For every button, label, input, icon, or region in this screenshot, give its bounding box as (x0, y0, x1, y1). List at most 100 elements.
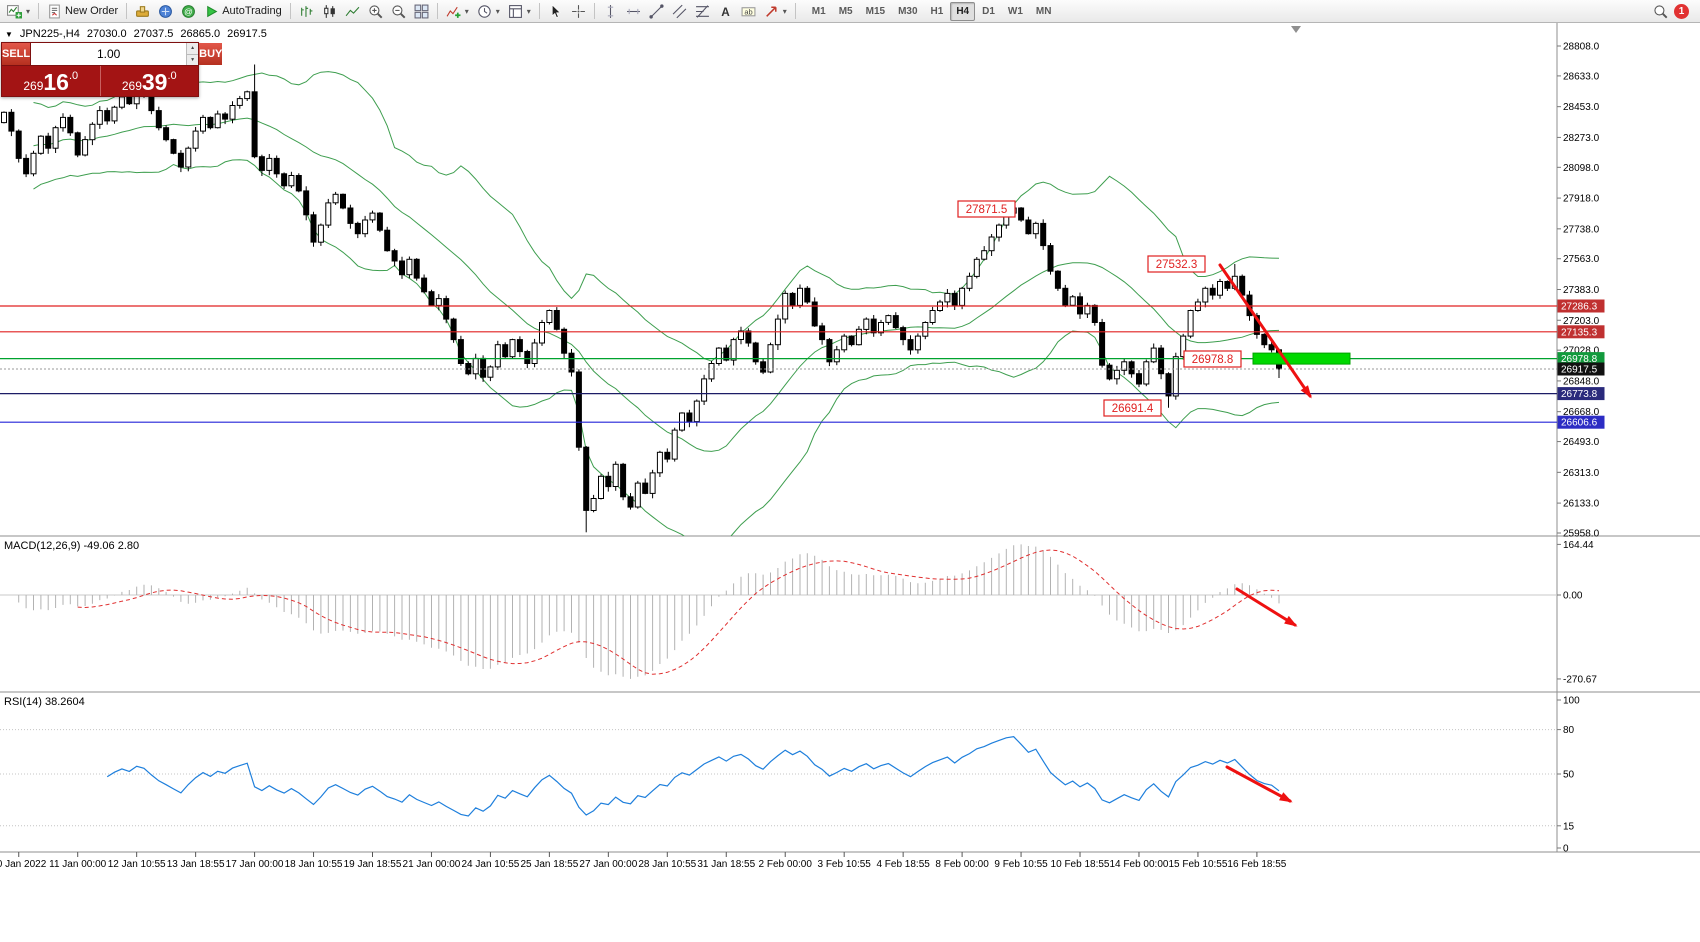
callout-box[interactable] (1147, 255, 1206, 273)
zoom-out-button[interactable] (387, 1, 410, 21)
bar-chart-mode-button[interactable] (295, 1, 318, 21)
candle (1224, 281, 1231, 289)
chart-candle-icon (322, 4, 337, 19)
candle (701, 378, 708, 402)
buy-price-display[interactable]: 269 39 .0 (100, 66, 198, 96)
candle (959, 287, 966, 306)
fibonacci-button[interactable] (691, 1, 714, 21)
templates-button[interactable]: ▾ (504, 1, 535, 21)
cursor-button[interactable] (544, 1, 567, 21)
sell-button[interactable]: SELL (2, 43, 31, 65)
candle (907, 339, 914, 351)
candle (723, 347, 730, 361)
search-button[interactable] (1649, 1, 1672, 21)
timeframe-mn-button[interactable]: MN (1035, 5, 1052, 17)
vertical-line-button[interactable] (599, 1, 622, 21)
candle (384, 229, 391, 252)
candle (612, 463, 619, 487)
red-arrow[interactable] (1218, 263, 1312, 398)
candle (671, 429, 678, 460)
candlestick-mode-button[interactable] (318, 1, 341, 21)
indicators-button[interactable]: ▾ (442, 1, 473, 21)
autotrading-button[interactable]: AutoTrading (200, 1, 286, 21)
red-arrow[interactable] (1235, 587, 1297, 627)
timeframe-m15-button[interactable]: M15 (865, 5, 886, 17)
timeframe-w1-button[interactable]: W1 (1007, 5, 1023, 17)
callout-box[interactable] (957, 200, 1016, 218)
timeframe-m1-button[interactable]: M1 (811, 5, 826, 17)
candle (15, 130, 22, 159)
volume-increase-button[interactable]: ▲ (187, 43, 199, 55)
strategy-tester-button[interactable] (131, 1, 154, 21)
candle (583, 446, 590, 511)
time-axis-label: 25 Jan 18:55 (520, 859, 578, 870)
candle (870, 318, 877, 334)
notification-badge[interactable]: 1 (1674, 3, 1689, 19)
candle (598, 475, 604, 499)
candle (575, 371, 582, 448)
time-axis-label: 2 Feb 00:00 (759, 859, 813, 870)
new-order-button[interactable]: New Order (43, 1, 122, 21)
candle (797, 287, 803, 306)
line-chart-mode-button[interactable] (341, 1, 364, 21)
trendline-button[interactable] (645, 1, 668, 21)
autotrading-icon (204, 4, 219, 19)
oneclick-collapse-icon[interactable]: ▼ (5, 29, 13, 39)
new-chart-button[interactable]: ▾ (3, 1, 34, 21)
callout-text: 27532.3 (1156, 259, 1198, 271)
price-axis-label: 26313.0 (1563, 468, 1600, 479)
candle (1143, 361, 1150, 385)
price-chart-canvas[interactable]: 28808.0 28633.0 28453.0 28273.0 28098.0 27918… (0, 23, 1700, 942)
terminal-button[interactable] (154, 1, 177, 21)
rsi-line (106, 736, 1280, 817)
candle (8, 111, 15, 132)
periods-button[interactable]: ▾ (473, 1, 504, 21)
candle (266, 157, 273, 171)
callout-box[interactable] (1103, 399, 1162, 417)
buy-price-decimal: .0 (167, 70, 177, 82)
candle (878, 322, 884, 334)
candle (1106, 364, 1113, 380)
callout-box[interactable] (1183, 350, 1242, 368)
text-button[interactable]: A (714, 1, 737, 21)
timeframe-m30-button[interactable]: M30 (898, 5, 918, 17)
zoom-in-button[interactable] (364, 1, 387, 21)
sell-price-prefix: 269 (23, 79, 44, 93)
equidistant-channel-button[interactable] (668, 1, 691, 21)
candle (973, 258, 980, 277)
candle (325, 202, 332, 226)
volume-input[interactable] (31, 43, 187, 65)
price-badge-label: 27135.3 (1561, 327, 1598, 338)
red-arrow[interactable] (1225, 765, 1292, 803)
rsi-axis-label: 0 (1563, 844, 1569, 855)
timeframe-h1-button[interactable]: H1 (930, 5, 944, 17)
crosshair-button[interactable] (567, 1, 590, 21)
candle (642, 482, 649, 494)
candle (362, 219, 369, 235)
price-callouts: 27871.5 27532.3 26978.8 26691.4 (957, 200, 1242, 417)
price-badge-label: 27286.3 (1561, 302, 1598, 313)
candle (74, 132, 81, 156)
trendline-icon (649, 3, 664, 19)
candle (376, 212, 383, 231)
price-axis-label: 28633.0 (1563, 71, 1600, 82)
timeframe-m5-button[interactable]: M5 (838, 5, 853, 17)
timeframe-d1-button[interactable]: D1 (982, 5, 995, 17)
volume-decrease-button[interactable]: ▼ (187, 54, 199, 65)
text-label-button[interactable]: ab (737, 1, 760, 21)
horizontal-line-button[interactable] (622, 1, 645, 21)
bar-close-value: 26917.5 (227, 28, 267, 40)
tile-windows-button[interactable] (410, 1, 433, 21)
candle (177, 152, 184, 168)
green-zone-rectangle[interactable] (1252, 352, 1351, 365)
timeframe-h4-button[interactable]: H4 (950, 1, 976, 21)
buy-button[interactable]: BUY (199, 43, 223, 65)
sell-price-display[interactable]: 269 16 .0 (2, 66, 101, 96)
crosshair-icon (571, 4, 586, 19)
chart-shift-marker[interactable] (1291, 26, 1301, 33)
toolbar-separator (126, 3, 128, 19)
arrows-button[interactable]: ▾ (760, 1, 791, 21)
community-button[interactable]: @ (177, 1, 200, 21)
candle (686, 412, 693, 422)
time-axis-label: 21 Jan 00:00 (403, 859, 461, 870)
